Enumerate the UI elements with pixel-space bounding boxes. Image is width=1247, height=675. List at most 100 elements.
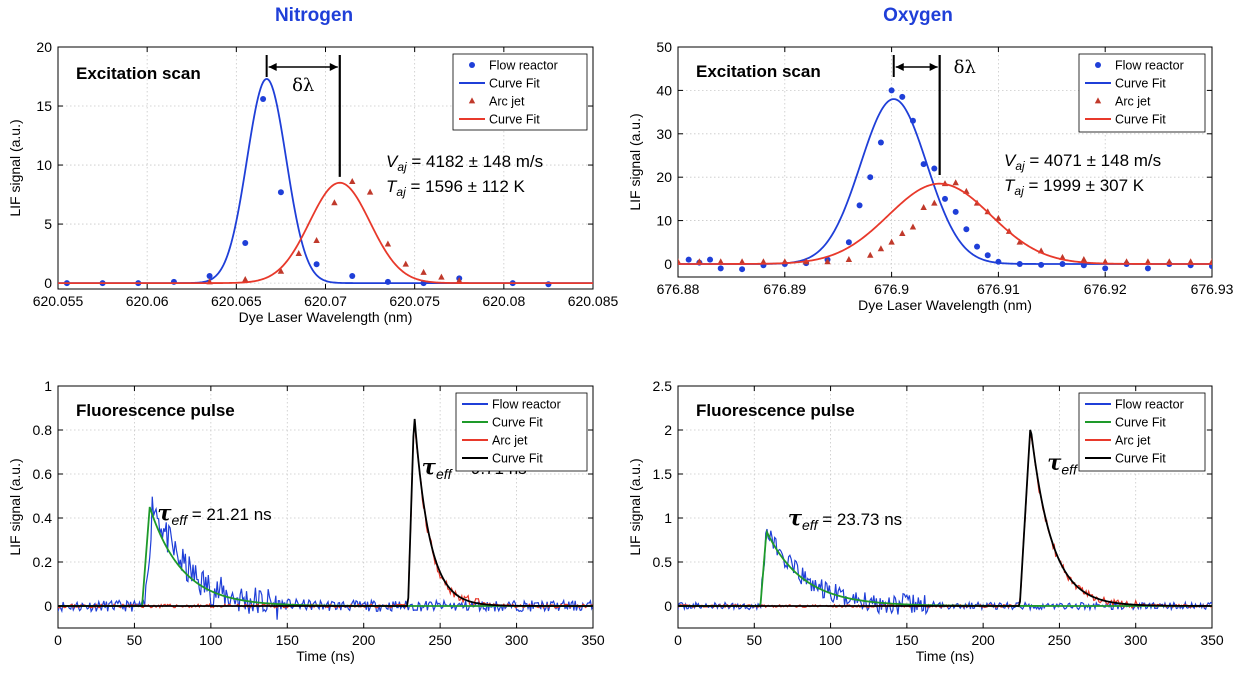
x-tick-label: 620.075 <box>389 293 440 309</box>
legend-label: Arc jet <box>1115 434 1151 448</box>
x-tick-label: 620.085 <box>568 293 619 309</box>
data-point-arc-jet <box>995 214 1002 221</box>
data-point-arc-jet <box>760 258 767 265</box>
legend-label: Flow reactor <box>1115 398 1184 412</box>
plot-area <box>58 77 593 288</box>
chart-o2-excitation: 676.88 676.89 676.9 676.91 676.92 676.93 0 10 20… <box>627 39 1234 313</box>
x-tick-label: 620.07 <box>304 293 347 309</box>
data-point-arc-jet <box>420 268 427 275</box>
legend-marker-dot <box>1095 62 1101 68</box>
y-tick-label: 30 <box>656 126 672 142</box>
y-tick-label: 50 <box>656 39 672 55</box>
legend-box <box>452 53 588 131</box>
chart-n2-fluorescence: 0 50 100 150 200 250 300 350 0 0.2 0.4 0.6 0.8 1 Time … <box>7 378 605 664</box>
x-tick-label: 250 <box>1048 632 1072 648</box>
arrow-head-right <box>929 63 938 71</box>
data-point-arc-jet <box>931 199 938 206</box>
data-point-arc-jet <box>384 240 392 247</box>
y-tick-label: 1.5 <box>653 466 673 482</box>
legend-label: Curve Fit <box>489 77 540 91</box>
x-axis-label: Dye Laser Wavelength (nm) <box>858 297 1032 313</box>
legend-label: Curve Fit <box>1115 452 1166 466</box>
chart-o2-fluorescence: 0 50 100 150 200 250 300 350 0 0.5 1 1.5 2 2.5 Time (n… <box>627 378 1224 664</box>
data-point-flow-reactor <box>920 161 927 168</box>
data-point-flow-reactor <box>867 174 874 181</box>
series-line <box>678 429 1212 607</box>
tau-annotation: τeff = 23.73 ns <box>788 505 902 533</box>
title-nitrogen: Nitrogen <box>275 5 353 26</box>
tau-annotation: τeff = 21.21 ns <box>157 500 271 528</box>
data-point-flow-reactor <box>942 195 948 202</box>
data-point-arc-jet <box>349 177 356 184</box>
data-point-flow-reactor <box>349 273 356 280</box>
data-point-flow-reactor <box>384 278 391 285</box>
legend-label: Flow reactor <box>489 59 558 73</box>
data-point-flow-reactor <box>899 93 906 100</box>
legend: Flow reactor Curve Fit Arc jet Curve Fit <box>452 53 588 131</box>
x-tick-label: 676.89 <box>763 281 806 297</box>
y-tick-label: 0 <box>664 256 672 272</box>
data-point-arc-jet <box>402 260 409 267</box>
data-point-flow-reactor <box>717 265 724 272</box>
data-point-arc-jet <box>242 275 249 282</box>
x-axis-label: Dye Laser Wavelength (nm) <box>239 309 413 325</box>
data-point-flow-reactor <box>260 95 267 102</box>
data-point-arc-jet <box>899 230 906 237</box>
data-point-flow-reactor <box>685 256 692 263</box>
x-tick-label: 676.91 <box>977 281 1020 297</box>
series-line <box>58 496 593 620</box>
legend-label: Arc jet <box>1115 95 1151 109</box>
data-point-arc-jet <box>738 258 746 265</box>
y-tick-label: 0 <box>664 598 672 614</box>
title-oxygen: Oxygen <box>883 5 953 26</box>
legend-label: Flow reactor <box>492 398 561 412</box>
x-tick-label: 676.93 <box>1191 281 1234 297</box>
data-point-arc-jet <box>888 238 895 245</box>
data-point-flow-reactor <box>888 87 895 94</box>
legend-label: Arc jet <box>492 434 528 448</box>
y-tick-label: 0.8 <box>33 422 53 438</box>
axes-frame <box>57 385 594 629</box>
y-tick-label: 10 <box>656 213 672 229</box>
legend-label: Curve Fit <box>492 416 543 430</box>
arrow-head-left <box>895 63 904 71</box>
x-tick-label: 150 <box>895 632 919 648</box>
data-point-flow-reactor <box>170 278 177 285</box>
series-line <box>58 418 593 607</box>
x-tick-label: 200 <box>352 632 376 648</box>
data-point-flow-reactor <box>545 281 552 288</box>
y-tick-label: 0.5 <box>653 554 673 570</box>
data-point-arc-jet <box>1166 258 1173 265</box>
y-tick-label: 2.5 <box>653 378 673 394</box>
data-point-flow-reactor <box>845 239 852 246</box>
data-point-arc-jet <box>696 258 703 265</box>
legend-label: Curve Fit <box>489 113 540 127</box>
data-point-arc-jet <box>1016 238 1023 245</box>
data-point-arc-jet <box>952 179 959 186</box>
series-line <box>678 182 1212 265</box>
data-point-arc-jet <box>1080 256 1088 263</box>
data-point-flow-reactor <box>277 189 284 196</box>
x-tick-label: 350 <box>1200 632 1224 648</box>
legend-marker-triangle <box>1094 97 1102 104</box>
axes-frame <box>677 385 1213 629</box>
data-point-arc-jet <box>313 237 320 243</box>
data-point-arc-jet <box>909 223 917 230</box>
y-axis-label: LIF signal (a.u.) <box>627 458 643 555</box>
x-tick-label: 676.9 <box>874 281 909 297</box>
data-point-flow-reactor <box>313 261 320 268</box>
y-tick-label: 1 <box>44 378 52 394</box>
data-point-flow-reactor <box>1144 265 1151 272</box>
arrow-head-right <box>329 63 338 71</box>
data-point-arc-jet <box>678 258 682 265</box>
data-point-arc-jet <box>1187 258 1194 265</box>
velocity-annotation: Vaj = 4182 ± 148 m/s <box>386 152 543 174</box>
data-point-arc-jet <box>824 258 831 265</box>
data-point-arc-jet <box>331 199 338 206</box>
x-tick-label: 250 <box>428 632 452 648</box>
x-tick-label: 620.06 <box>126 293 169 309</box>
y-tick-label: 10 <box>36 157 52 173</box>
data-point-arc-jet <box>877 245 885 252</box>
data-point-flow-reactor <box>963 226 970 233</box>
plot-area <box>678 429 1212 616</box>
